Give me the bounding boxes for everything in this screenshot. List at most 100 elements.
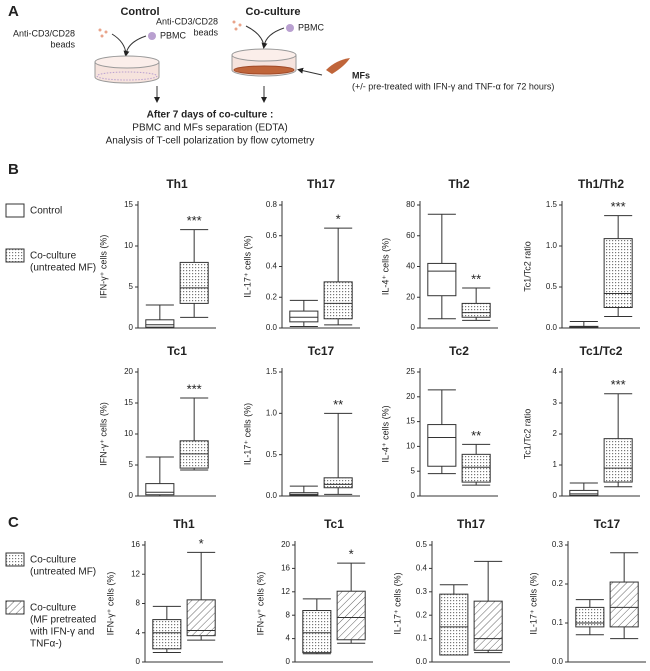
box <box>473 600 503 651</box>
legend-label: Co-culture <box>30 555 77 566</box>
y-tick-label: 0 <box>286 657 291 666</box>
y-tick-label: 20 <box>124 367 133 376</box>
significance: ** <box>333 397 343 412</box>
y-tick-label: 2 <box>553 429 558 438</box>
box <box>179 440 209 469</box>
y-tick-label: 10 <box>124 241 133 250</box>
y-tick-label: 0.8 <box>266 200 278 209</box>
y-tick-label: 0.6 <box>266 231 278 240</box>
chart-title: Tc17 <box>594 517 621 531</box>
whisker-high <box>569 482 598 491</box>
significance: * <box>349 547 354 562</box>
beads-label: Anti-CD3/CD28 <box>156 16 218 26</box>
heading: Control <box>120 6 159 18</box>
whisker-high <box>604 215 633 239</box>
whisker-high <box>462 287 491 304</box>
box <box>323 477 353 489</box>
y-tick-label: 0 <box>411 491 416 500</box>
pbmc-icon <box>148 32 156 40</box>
y-tick-label: 0.2 <box>552 579 564 588</box>
y-tick-label: 1.0 <box>546 241 558 250</box>
whisker-high <box>462 443 491 455</box>
y-tick-label: 0.5 <box>546 282 558 291</box>
chart-title: Tc1 <box>324 517 344 531</box>
significance: *** <box>611 377 626 392</box>
significance: *** <box>611 199 626 214</box>
whisker-high <box>575 599 604 608</box>
chart-title: Tc17 <box>308 344 335 358</box>
chart-title: Th17 <box>307 177 335 191</box>
pbmc-label: PBMC <box>160 30 187 40</box>
whisker-high <box>289 299 318 312</box>
box <box>145 483 175 496</box>
y-tick-label: 12 <box>281 587 290 596</box>
chart-title: Th1 <box>173 517 195 531</box>
whisker-low <box>427 466 456 475</box>
whisker-high <box>289 485 318 493</box>
legend-swatch <box>5 248 25 263</box>
y-tick-label: 4 <box>136 628 141 637</box>
chart-title: Th17 <box>457 517 485 531</box>
y-tick-label: 20 <box>281 540 290 549</box>
y-tick-label: 0.0 <box>266 491 278 500</box>
y-tick-label: 0 <box>136 657 141 666</box>
y-tick-label: 40 <box>406 262 415 271</box>
y-tick-label: 0.4 <box>416 564 428 573</box>
y-tick-label: 0.5 <box>416 540 428 549</box>
whisker-high <box>610 552 639 583</box>
y-tick-label: 0.2 <box>266 292 278 301</box>
panel-label: A <box>8 3 19 20</box>
whisker-high <box>187 551 216 600</box>
chart-title: Tc2 <box>449 344 469 358</box>
legend-label: (untreated MF) <box>30 263 96 274</box>
whisker-high <box>180 397 209 441</box>
mfs-note: (+/- pre-treated with IFN-γ and TNF-α fo… <box>352 81 554 91</box>
legend-label: with IFN-γ and <box>29 627 94 638</box>
whisker-low <box>337 639 366 644</box>
y-tick-label: 0.1 <box>552 618 564 627</box>
beads-label: beads <box>193 27 218 37</box>
whisker-low <box>462 317 491 321</box>
chart-title: Th1/Th2 <box>578 177 624 191</box>
box <box>461 453 491 483</box>
whisker-high <box>337 562 366 592</box>
step: After 7 days of co-culture : <box>147 110 274 121</box>
y-tick-label: 0.0 <box>266 323 278 332</box>
heading: Co-culture <box>246 6 301 18</box>
whisker-high <box>569 320 598 327</box>
y-tick-label: 10 <box>124 429 133 438</box>
y-tick-label: 3 <box>553 398 558 407</box>
arrow <box>245 25 285 46</box>
significance: *** <box>187 213 202 228</box>
beads-label: Anti-CD3/CD28 <box>13 28 75 38</box>
whisker-low <box>324 487 353 495</box>
whisker-low <box>604 482 633 488</box>
chart-title: Th1 <box>166 177 188 191</box>
y-axis-label: IL-17⁺ cells (%) <box>242 235 252 297</box>
legend-swatch <box>5 203 25 218</box>
box <box>302 610 332 654</box>
y-tick-label: 1.5 <box>266 367 278 376</box>
legend-label: Co-culture <box>30 603 77 614</box>
significance: ** <box>471 271 481 286</box>
y-tick-label: 0 <box>129 323 134 332</box>
y-tick-label: 20 <box>406 292 415 301</box>
whisker-high <box>474 560 503 602</box>
whisker-low <box>610 626 639 640</box>
y-tick-label: 25 <box>406 367 415 376</box>
y-tick-label: 0.2 <box>416 610 428 619</box>
step: Analysis of T-cell polarization by flow … <box>106 136 315 147</box>
whisker-high <box>427 213 456 264</box>
whisker-high <box>302 598 331 611</box>
whisker-high <box>324 412 353 478</box>
whisker-high <box>427 389 456 425</box>
y-axis-label: IFN-γ⁺ cells (%) <box>105 572 115 636</box>
box <box>439 593 469 656</box>
whisker-low <box>152 648 181 653</box>
y-tick-label: 0 <box>553 491 558 500</box>
legend-swatch <box>5 552 25 567</box>
y-tick-label: 16 <box>131 540 140 549</box>
y-tick-label: 15 <box>124 398 133 407</box>
legend-swatch <box>5 600 25 615</box>
y-axis-label: Tc1/Tc2 ratio <box>522 409 532 460</box>
